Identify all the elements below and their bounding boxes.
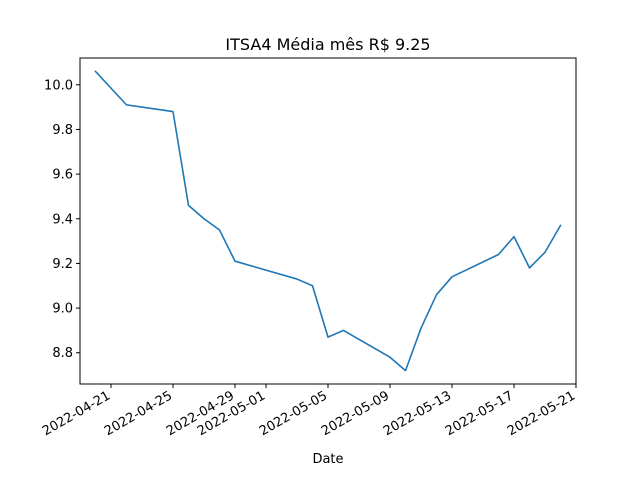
data-point <box>497 253 499 255</box>
data-point <box>389 356 391 358</box>
data-point <box>528 267 530 269</box>
data-point <box>187 204 189 206</box>
chart-title: ITSA4 Média mês R$ 9.25 <box>225 35 430 54</box>
data-point <box>125 104 127 106</box>
data-point <box>218 229 220 231</box>
series-layer <box>94 70 562 372</box>
data-point <box>451 276 453 278</box>
data-point <box>234 260 236 262</box>
data-point <box>404 369 406 371</box>
y-tick-label: 9.4 <box>52 212 73 227</box>
data-point <box>327 336 329 338</box>
data-point <box>203 218 205 220</box>
data-point <box>311 285 313 287</box>
y-tick-label: 9.2 <box>52 257 73 272</box>
data-point <box>544 251 546 253</box>
data-point <box>342 329 344 331</box>
y-tick-label: 9.6 <box>52 168 73 183</box>
data-point <box>94 70 96 72</box>
series-line <box>94 70 562 372</box>
data-point <box>420 327 422 329</box>
data-point <box>513 235 515 237</box>
y-tick-label: 8.8 <box>52 346 73 361</box>
y-tick-label: 10.0 <box>44 78 73 93</box>
data-point <box>559 224 561 226</box>
x-axis-label: Date <box>312 452 343 467</box>
data-point <box>172 110 174 112</box>
y-axis: 8.8 9.0 9.2 9.4 9.6 9.8 10.0 <box>44 78 80 361</box>
y-tick-label: 9.0 <box>52 302 73 317</box>
data-point <box>296 278 298 280</box>
y-tick-label: 9.8 <box>52 123 73 138</box>
plot-area-frame <box>79 57 577 385</box>
data-point <box>435 293 437 295</box>
